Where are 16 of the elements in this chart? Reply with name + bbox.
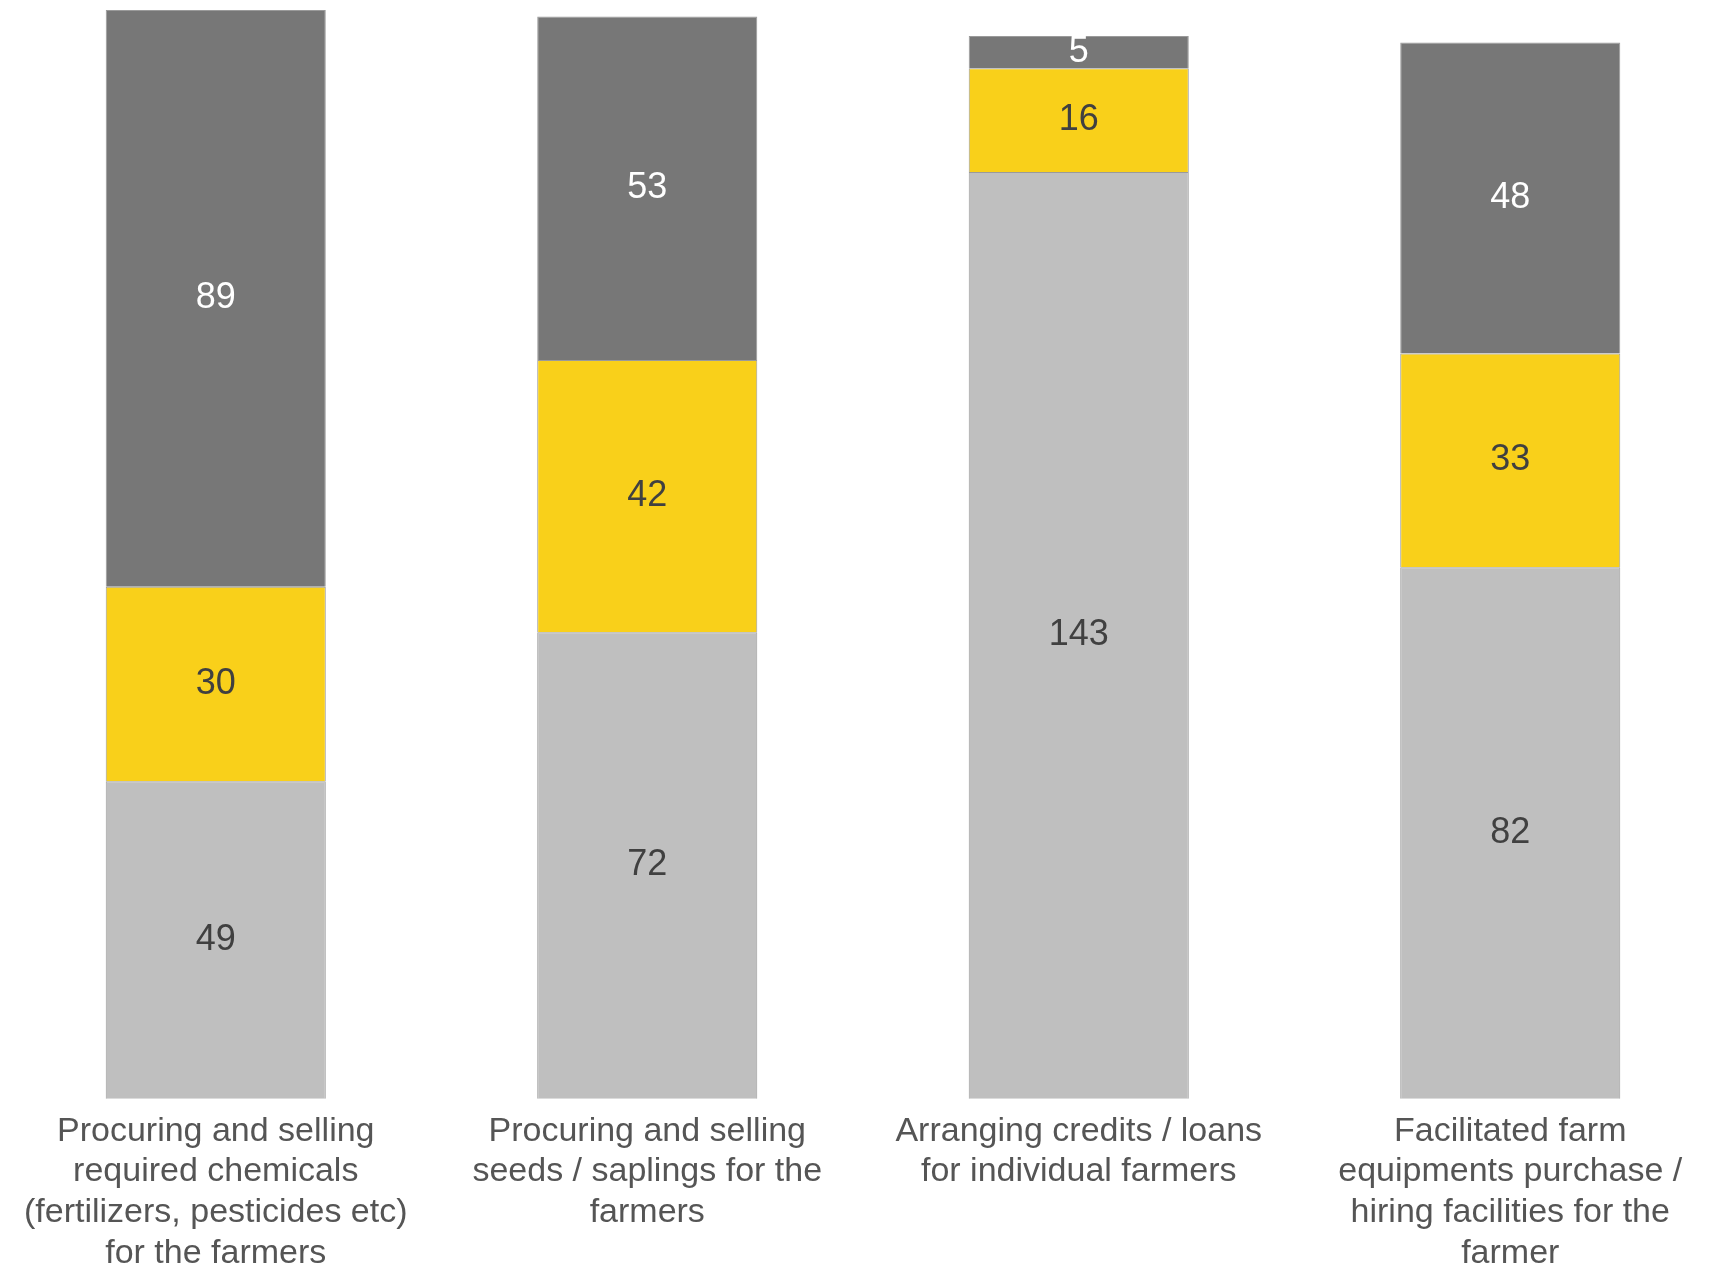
data-label: 33 [1490, 437, 1531, 479]
x-tick-label: Facilitated farm equipments purchase / hiring facilities for the farmer [1338, 1109, 1683, 1270]
data-label: 143 [1048, 612, 1109, 654]
data-label: 89 [195, 275, 236, 317]
x-tick-label: Procuring and selling seeds / saplings for the farmers [472, 1109, 823, 1230]
data-label: 16 [1058, 97, 1099, 139]
data-label: 5 [1068, 29, 1089, 71]
data-label: 42 [627, 472, 668, 514]
data-label: 49 [195, 916, 236, 958]
data-label: 48 [1490, 174, 1531, 216]
x-tick-label: Procuring and selling required chemicals (fertilizers, pesticides etc) for the farmers [23, 1109, 408, 1270]
data-label: 53 [627, 165, 668, 207]
data-label: 72 [627, 842, 668, 884]
x-tick-label: Arranging credits / loans for individual farmers [895, 1109, 1263, 1189]
data-label: 82 [1490, 810, 1531, 851]
data-label: 30 [195, 660, 236, 702]
